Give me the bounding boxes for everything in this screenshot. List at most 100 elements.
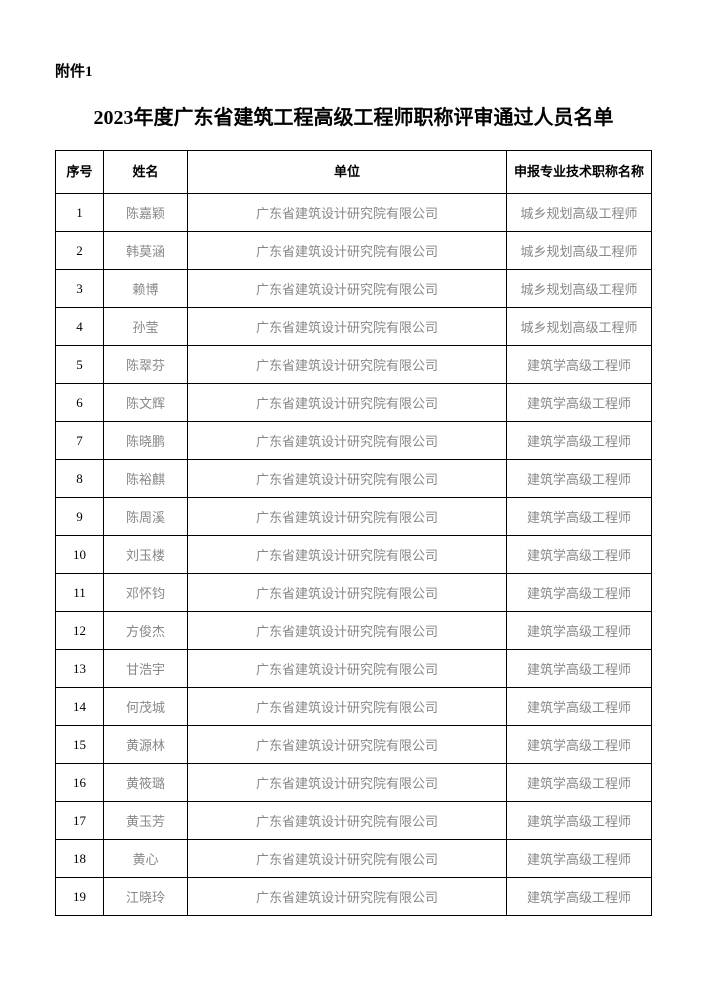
cell-index: 15	[56, 726, 104, 764]
cell-index: 7	[56, 422, 104, 460]
document-page: 附件1 2023年度广东省建筑工程高级工程师职称评审通过人员名单 序号 姓名 单…	[0, 0, 707, 956]
cell-name: 黄玉芳	[104, 802, 188, 840]
cell-title: 建筑学高级工程师	[507, 498, 652, 536]
cell-unit: 广东省建筑设计研究院有限公司	[188, 612, 507, 650]
cell-unit: 广东省建筑设计研究院有限公司	[188, 840, 507, 878]
cell-name: 何茂城	[104, 688, 188, 726]
cell-name: 陈晓鹏	[104, 422, 188, 460]
cell-index: 19	[56, 878, 104, 916]
cell-title: 建筑学高级工程师	[507, 726, 652, 764]
cell-unit: 广东省建筑设计研究院有限公司	[188, 574, 507, 612]
cell-name: 黄源林	[104, 726, 188, 764]
cell-name: 陈翠芬	[104, 346, 188, 384]
cell-title: 建筑学高级工程师	[507, 460, 652, 498]
table-row: 1陈嘉颖广东省建筑设计研究院有限公司城乡规划高级工程师	[56, 194, 652, 232]
cell-title: 城乡规划高级工程师	[507, 308, 652, 346]
cell-index: 12	[56, 612, 104, 650]
cell-index: 8	[56, 460, 104, 498]
cell-title: 建筑学高级工程师	[507, 422, 652, 460]
header-index: 序号	[56, 151, 104, 194]
cell-unit: 广东省建筑设计研究院有限公司	[188, 878, 507, 916]
header-name: 姓名	[104, 151, 188, 194]
cell-title: 建筑学高级工程师	[507, 346, 652, 384]
cell-unit: 广东省建筑设计研究院有限公司	[188, 194, 507, 232]
table-row: 19江晓玲广东省建筑设计研究院有限公司建筑学高级工程师	[56, 878, 652, 916]
table-row: 13甘浩宇广东省建筑设计研究院有限公司建筑学高级工程师	[56, 650, 652, 688]
table-row: 6陈文辉广东省建筑设计研究院有限公司建筑学高级工程师	[56, 384, 652, 422]
cell-name: 刘玉楼	[104, 536, 188, 574]
cell-unit: 广东省建筑设计研究院有限公司	[188, 726, 507, 764]
cell-name: 韩莫涵	[104, 232, 188, 270]
cell-index: 18	[56, 840, 104, 878]
table-row: 11邓怀钧广东省建筑设计研究院有限公司建筑学高级工程师	[56, 574, 652, 612]
table-row: 15黄源林广东省建筑设计研究院有限公司建筑学高级工程师	[56, 726, 652, 764]
cell-title: 建筑学高级工程师	[507, 688, 652, 726]
table-row: 2韩莫涵广东省建筑设计研究院有限公司城乡规划高级工程师	[56, 232, 652, 270]
cell-index: 13	[56, 650, 104, 688]
cell-name: 陈裕麒	[104, 460, 188, 498]
cell-unit: 广东省建筑设计研究院有限公司	[188, 460, 507, 498]
header-title: 申报专业技术职称名称	[507, 151, 652, 194]
cell-name: 黄心	[104, 840, 188, 878]
table-row: 14何茂城广东省建筑设计研究院有限公司建筑学高级工程师	[56, 688, 652, 726]
table-row: 3赖博广东省建筑设计研究院有限公司城乡规划高级工程师	[56, 270, 652, 308]
cell-title: 建筑学高级工程师	[507, 384, 652, 422]
cell-unit: 广东省建筑设计研究院有限公司	[188, 536, 507, 574]
cell-unit: 广东省建筑设计研究院有限公司	[188, 308, 507, 346]
table-row: 17黄玉芳广东省建筑设计研究院有限公司建筑学高级工程师	[56, 802, 652, 840]
cell-index: 14	[56, 688, 104, 726]
cell-unit: 广东省建筑设计研究院有限公司	[188, 346, 507, 384]
cell-name: 陈文辉	[104, 384, 188, 422]
table-row: 4孙莹广东省建筑设计研究院有限公司城乡规划高级工程师	[56, 308, 652, 346]
table-header-row: 序号 姓名 单位 申报专业技术职称名称	[56, 151, 652, 194]
cell-index: 16	[56, 764, 104, 802]
table-row: 8陈裕麒广东省建筑设计研究院有限公司建筑学高级工程师	[56, 460, 652, 498]
cell-name: 方俊杰	[104, 612, 188, 650]
cell-index: 9	[56, 498, 104, 536]
cell-index: 5	[56, 346, 104, 384]
cell-title: 建筑学高级工程师	[507, 802, 652, 840]
attachment-label: 附件1	[55, 60, 652, 81]
table-row: 7陈晓鹏广东省建筑设计研究院有限公司建筑学高级工程师	[56, 422, 652, 460]
cell-index: 1	[56, 194, 104, 232]
cell-unit: 广东省建筑设计研究院有限公司	[188, 650, 507, 688]
cell-name: 江晓玲	[104, 878, 188, 916]
cell-title: 建筑学高级工程师	[507, 840, 652, 878]
cell-name: 甘浩宇	[104, 650, 188, 688]
cell-index: 10	[56, 536, 104, 574]
cell-name: 孙莹	[104, 308, 188, 346]
cell-title: 建筑学高级工程师	[507, 650, 652, 688]
cell-title: 城乡规划高级工程师	[507, 270, 652, 308]
cell-unit: 广东省建筑设计研究院有限公司	[188, 498, 507, 536]
cell-title: 城乡规划高级工程师	[507, 194, 652, 232]
cell-index: 17	[56, 802, 104, 840]
cell-unit: 广东省建筑设计研究院有限公司	[188, 802, 507, 840]
cell-name: 陈嘉颖	[104, 194, 188, 232]
table-row: 5陈翠芬广东省建筑设计研究院有限公司建筑学高级工程师	[56, 346, 652, 384]
cell-title: 建筑学高级工程师	[507, 536, 652, 574]
cell-title: 城乡规划高级工程师	[507, 232, 652, 270]
cell-unit: 广东省建筑设计研究院有限公司	[188, 384, 507, 422]
cell-unit: 广东省建筑设计研究院有限公司	[188, 232, 507, 270]
cell-title: 建筑学高级工程师	[507, 878, 652, 916]
cell-title: 建筑学高级工程师	[507, 764, 652, 802]
cell-index: 4	[56, 308, 104, 346]
personnel-table: 序号 姓名 单位 申报专业技术职称名称 1陈嘉颖广东省建筑设计研究院有限公司城乡…	[55, 150, 652, 916]
cell-title: 建筑学高级工程师	[507, 574, 652, 612]
table-row: 9陈周溪广东省建筑设计研究院有限公司建筑学高级工程师	[56, 498, 652, 536]
cell-name: 黄筱璐	[104, 764, 188, 802]
table-row: 12方俊杰广东省建筑设计研究院有限公司建筑学高级工程师	[56, 612, 652, 650]
cell-name: 陈周溪	[104, 498, 188, 536]
cell-index: 6	[56, 384, 104, 422]
cell-unit: 广东省建筑设计研究院有限公司	[188, 764, 507, 802]
table-row: 18黄心广东省建筑设计研究院有限公司建筑学高级工程师	[56, 840, 652, 878]
header-unit: 单位	[188, 151, 507, 194]
cell-index: 11	[56, 574, 104, 612]
cell-name: 邓怀钧	[104, 574, 188, 612]
cell-unit: 广东省建筑设计研究院有限公司	[188, 688, 507, 726]
cell-index: 3	[56, 270, 104, 308]
page-title: 2023年度广东省建筑工程高级工程师职称评审通过人员名单	[55, 101, 652, 130]
table-row: 10刘玉楼广东省建筑设计研究院有限公司建筑学高级工程师	[56, 536, 652, 574]
table-row: 16黄筱璐广东省建筑设计研究院有限公司建筑学高级工程师	[56, 764, 652, 802]
cell-title: 建筑学高级工程师	[507, 612, 652, 650]
